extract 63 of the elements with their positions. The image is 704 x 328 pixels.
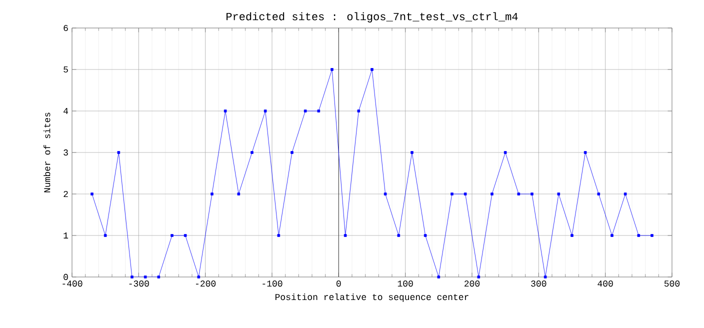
point	[450, 192, 454, 196]
point	[370, 68, 374, 71]
point	[637, 234, 640, 237]
point	[184, 234, 187, 237]
point	[597, 192, 600, 196]
point	[170, 234, 174, 237]
point	[610, 234, 614, 237]
point	[464, 192, 467, 196]
point	[277, 234, 280, 237]
chart-title: Predicted sites : oligos_7nt_test_vs_ctrl_m4	[226, 12, 518, 22]
x-tick-label: 100	[398, 280, 413, 287]
point	[237, 192, 240, 196]
y-tick-label: 0	[64, 274, 68, 280]
y-tick-label: 3	[64, 149, 68, 156]
point	[557, 192, 560, 196]
point	[504, 151, 507, 154]
point	[317, 110, 320, 112]
point	[397, 234, 400, 237]
point	[90, 192, 94, 196]
point	[157, 276, 160, 278]
point	[210, 192, 214, 196]
point	[384, 192, 387, 196]
x-axis-title: Position relative to sequence center	[275, 293, 468, 302]
point	[570, 234, 574, 237]
x-tick-label: 400	[598, 280, 613, 287]
point	[250, 151, 254, 154]
point	[357, 110, 360, 112]
x-tick-label: -300	[129, 280, 149, 287]
y-tick-label: 2	[64, 190, 68, 197]
point	[130, 276, 134, 278]
point	[224, 110, 227, 112]
point	[424, 234, 427, 237]
y-tick-label: 5	[64, 66, 68, 73]
x-tick-label: -200	[196, 280, 216, 287]
point	[117, 151, 120, 154]
point	[304, 110, 307, 112]
x-tick-label: -400	[62, 280, 82, 287]
x-tick-label: 300	[531, 280, 546, 287]
point	[410, 151, 414, 154]
point	[197, 276, 200, 278]
point	[437, 276, 440, 278]
point	[650, 234, 654, 237]
x-tick-label: 200	[464, 280, 480, 287]
y-tick-label: 4	[64, 108, 68, 114]
y-axis-title: Number of sites	[44, 112, 50, 192]
point	[517, 192, 520, 196]
x-tick-label: 0	[336, 280, 341, 287]
point	[290, 151, 294, 154]
point	[530, 192, 534, 196]
point	[330, 68, 334, 71]
point	[264, 110, 267, 112]
x-tick-label: -100	[262, 280, 282, 287]
point	[490, 192, 494, 196]
x-tick-label: 500	[664, 280, 680, 287]
point	[144, 276, 147, 278]
y-tick-label: 6	[64, 24, 68, 32]
point	[584, 151, 587, 154]
point	[624, 192, 627, 196]
point	[544, 276, 547, 278]
point	[477, 276, 480, 278]
y-tick-label: 1	[64, 232, 68, 238]
point	[104, 234, 107, 237]
point	[344, 234, 347, 237]
